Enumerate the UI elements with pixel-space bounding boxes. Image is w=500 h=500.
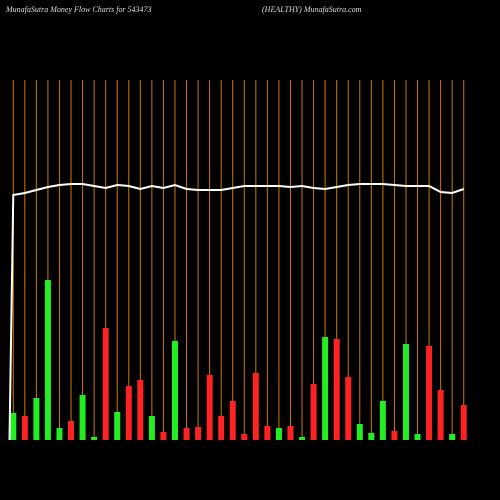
bar (79, 395, 86, 440)
bar (402, 344, 409, 440)
bar (264, 426, 271, 440)
bar (229, 401, 236, 440)
bar (449, 434, 456, 440)
bar (437, 390, 444, 440)
bar (241, 434, 248, 440)
bar (310, 384, 317, 440)
bar (356, 424, 363, 440)
bar (68, 421, 75, 440)
bar (299, 437, 306, 440)
bar (102, 328, 109, 440)
bar (160, 432, 167, 440)
bar (33, 398, 40, 440)
bar (426, 346, 433, 440)
money-flow-line (8, 183, 465, 441)
bar (183, 428, 190, 440)
bar (114, 412, 121, 440)
bar (56, 428, 63, 440)
bar (206, 375, 213, 440)
bar (171, 341, 178, 440)
bar (91, 437, 98, 440)
bar (287, 426, 294, 440)
bar (218, 416, 225, 440)
bar (252, 373, 259, 440)
bar (21, 416, 28, 440)
bar (379, 401, 386, 440)
bar (333, 339, 340, 440)
bar (10, 413, 17, 440)
bar (44, 280, 51, 440)
bar (137, 380, 144, 440)
chart-title: MunafaSutra Money Flow Charts for 543473 (5, 5, 152, 14)
chart-subtitle: (HEALTHY) MunafaSutra.com (262, 5, 362, 14)
bar (195, 427, 202, 440)
bar (460, 405, 467, 440)
bar (148, 416, 155, 440)
bar (322, 337, 329, 440)
bar (125, 386, 132, 440)
bar (414, 434, 421, 440)
bar (368, 433, 375, 440)
bar (391, 431, 398, 440)
bar (345, 377, 352, 440)
bar (275, 428, 282, 440)
